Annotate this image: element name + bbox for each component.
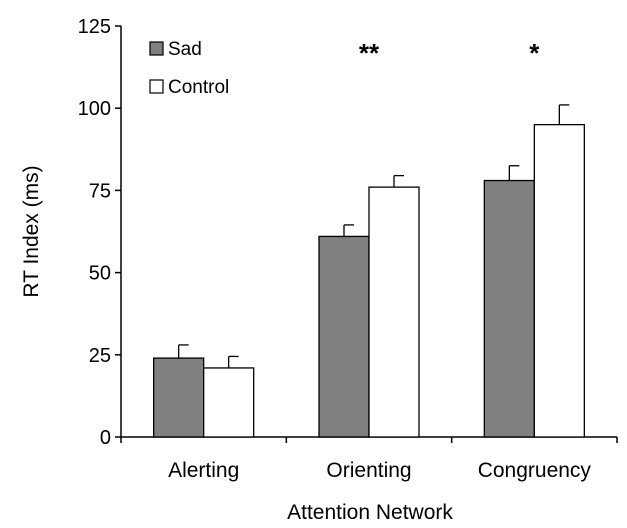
x-axis-title: Attention Network [287,501,453,524]
y-tick-label: 125 [78,16,111,38]
significance-marker: ** [359,38,380,68]
legend-label: Control [168,77,229,98]
legend-swatch [149,41,164,56]
significance-marker: * [529,38,540,68]
x-tick-label: Congruency [478,459,592,482]
x-tick-label: Alerting [168,459,239,482]
y-tick-label: 50 [89,263,111,285]
legend-label: Sad [168,39,202,60]
bar-sad [153,357,205,438]
legend-swatch [149,79,164,94]
y-tick-label: 25 [89,345,111,367]
bar-control [368,186,420,438]
y-axis-title: RT Index (ms) [20,165,43,297]
bar-control [533,123,585,438]
bar-sad [483,179,535,438]
chart-legend: Sad Control [149,39,229,98]
y-tick-label: 0 [100,427,111,449]
chart-axes: 0 25 50 75 100 125 Alerting Orienting Congruency [78,16,618,482]
bar-sad [318,235,370,438]
x-tick-label: Orienting [326,459,411,482]
y-tick-label: 100 [78,98,111,120]
bar-control [203,367,255,438]
chart-bars: ** * [153,38,585,438]
y-tick-label: 75 [89,180,111,202]
